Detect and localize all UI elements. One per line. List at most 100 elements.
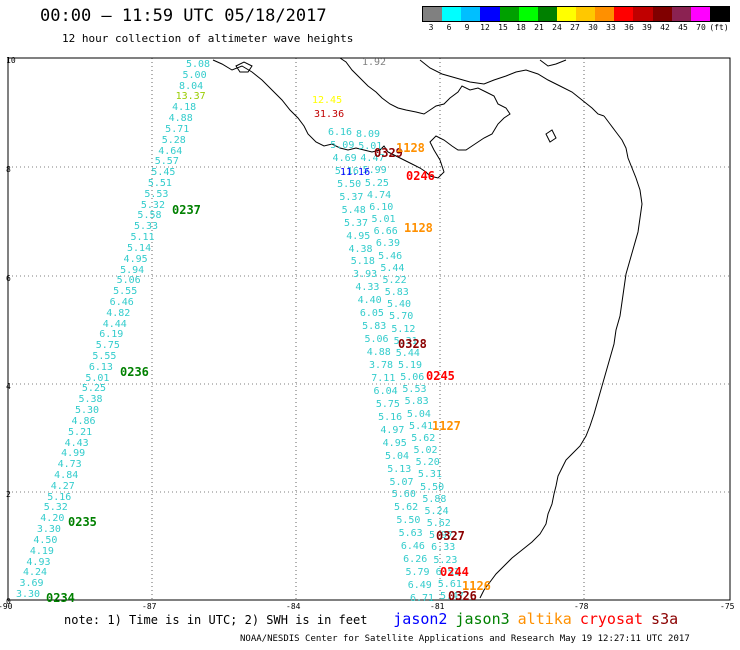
track-1-point: 4.95 [123, 253, 148, 265]
map-grid [8, 58, 730, 600]
y-tick-label: 4 [6, 382, 11, 391]
track-3-point: 4.69 [332, 152, 357, 164]
footer-credit: NOAA/NESDIS Center for Satellite Applica… [240, 634, 690, 644]
track-2-point: 5.44 [395, 347, 420, 359]
track-1-point: 5.32 [140, 199, 165, 211]
time-label: 0326 [448, 589, 477, 603]
track-1-point: 4.88 [168, 113, 193, 125]
time-label: 0245 [426, 369, 455, 383]
track-3-point: 5.06 [364, 334, 389, 346]
track-2-point: 5.04 [406, 408, 431, 420]
track-2-point: 5.31 [417, 469, 442, 481]
time-label: 1127 [432, 419, 461, 433]
track-3-point: 5.83 [362, 321, 387, 333]
legend-s3a: s3a [651, 610, 679, 628]
track-1-point: 3.30 [36, 524, 61, 536]
time-label: 0328 [398, 337, 427, 351]
track-1-point: 5.01 [85, 372, 110, 384]
track-2-point: 5.01 [371, 214, 396, 226]
legend-note: note: 1) Time is in UTC; 2) SWH is in fe… [64, 613, 368, 627]
time-label: 0246 [406, 169, 435, 183]
color-scale-label: 15 [498, 23, 508, 32]
time-label: 1128 [404, 221, 433, 235]
track-2-point: 4.74 [367, 189, 392, 201]
track-3-point: 5.18 [350, 256, 375, 268]
track-1-point: 5.00 [182, 69, 207, 81]
color-scale-label: 70 [696, 23, 706, 32]
coastline-north [419, 59, 605, 117]
color-swatch [442, 7, 462, 21]
track-1-point: 4.84 [54, 470, 79, 482]
color-swatch [614, 7, 634, 21]
color-scale-labels: 3 6 9 12 15 18 21 24 27 30 33 36 39 42 45 70 (ft) [422, 23, 729, 35]
track-1-point: 5.58 [137, 210, 162, 222]
track-3-point: 7.11 [371, 372, 396, 384]
track-3-point: 6.71 [410, 593, 435, 604]
color-scale-label: 18 [516, 23, 526, 32]
track-2-point: 4.47 [360, 153, 385, 165]
track-3-point: 5.79 [405, 567, 430, 579]
track-2-point: 5.40 [386, 299, 412, 311]
y-tick-label: 10 [6, 56, 16, 65]
track-1-point: 4.44 [102, 318, 127, 330]
track-1-point: 3.30 [16, 589, 41, 600]
track-1-point: 4.93 [26, 556, 51, 568]
track-3-point: 4.95 [382, 437, 407, 449]
track-2-point: 5.62 [411, 432, 436, 444]
track-2-point: 5.88 [422, 493, 447, 505]
track-2-point: 5.97 [428, 530, 454, 542]
track-1-point: 5.51 [147, 177, 172, 189]
track-3-point: 4.33 [355, 282, 380, 294]
track-2-point: 5.23 [433, 554, 458, 566]
special-value: 11.16 [340, 167, 371, 178]
track-3-point: 5.37 [343, 217, 369, 229]
track-1-point: 5.06 [116, 275, 141, 287]
track-1-point: 5.14 [127, 242, 152, 254]
color-scale-bar [422, 6, 730, 22]
page-title: 00:00 – 11:59 UTC 05/18/2017 [40, 6, 327, 26]
track-3-point: 4.97 [380, 424, 405, 436]
track-1-point: 4.19 [29, 545, 54, 557]
track-3-point: 4.95 [346, 230, 371, 242]
legend-altika: altika [517, 610, 572, 628]
track-1-point: 5.55 [92, 351, 117, 363]
color-swatch [518, 7, 538, 21]
map-frame [7, 57, 731, 601]
y-tick-label: 6 [6, 274, 11, 283]
track-3-point: 6.05 [359, 308, 384, 320]
track-2-point: 5.47 [440, 591, 465, 602]
legend-jason2: jason2 [393, 610, 448, 628]
legend-cryosat: cryosat [579, 610, 644, 628]
track-2-point: 5.70 [389, 311, 414, 323]
x-tick-label: -87 [142, 602, 157, 611]
track-1-point: 6.13 [88, 361, 113, 373]
track-1-point: 5.57 [154, 156, 179, 168]
y-tick-label: 2 [6, 490, 11, 499]
track-2-point: 5.46 [378, 250, 403, 262]
satellite-list: jason2 jason3 altika cryosat s3a [393, 610, 686, 628]
track-3-point: 5.37 [339, 191, 364, 203]
page-subtitle: 12 hour collection of altimeter wave hei… [62, 32, 354, 45]
color-scale-label: 12 [480, 23, 490, 32]
y-tick-label: 0 [6, 597, 11, 606]
track-1-point: 5.55 [113, 286, 138, 298]
track-3-point: 6.16 [328, 127, 353, 138]
track-2-point: 6.66 [373, 226, 398, 238]
track-3-point: 4.38 [348, 243, 373, 255]
track-2-point: 5.83 [384, 287, 409, 299]
track-2-point: 5.22 [382, 274, 407, 286]
x-tick-label: -90 [0, 602, 13, 611]
track-1-point: 4.73 [57, 459, 82, 471]
color-scale-label: 36 [624, 23, 634, 32]
color-scale-label: 24 [552, 23, 562, 32]
time-label: 0327 [436, 529, 465, 543]
track-3-point: 4.88 [366, 347, 391, 359]
track-2-point: 5.44 [380, 262, 405, 274]
color-scale-label: 21 [534, 23, 544, 32]
track-3-point: 6.46 [400, 541, 425, 553]
track-1-point: 4.50 [33, 534, 58, 546]
legend: note: 1) Time is in UTC; 2) SWH is in fe… [64, 610, 694, 628]
track-3-point: 5.48 [341, 204, 366, 216]
color-swatch [423, 7, 443, 21]
